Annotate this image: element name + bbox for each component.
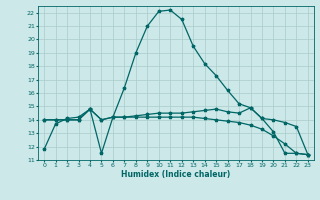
- X-axis label: Humidex (Indice chaleur): Humidex (Indice chaleur): [121, 170, 231, 179]
